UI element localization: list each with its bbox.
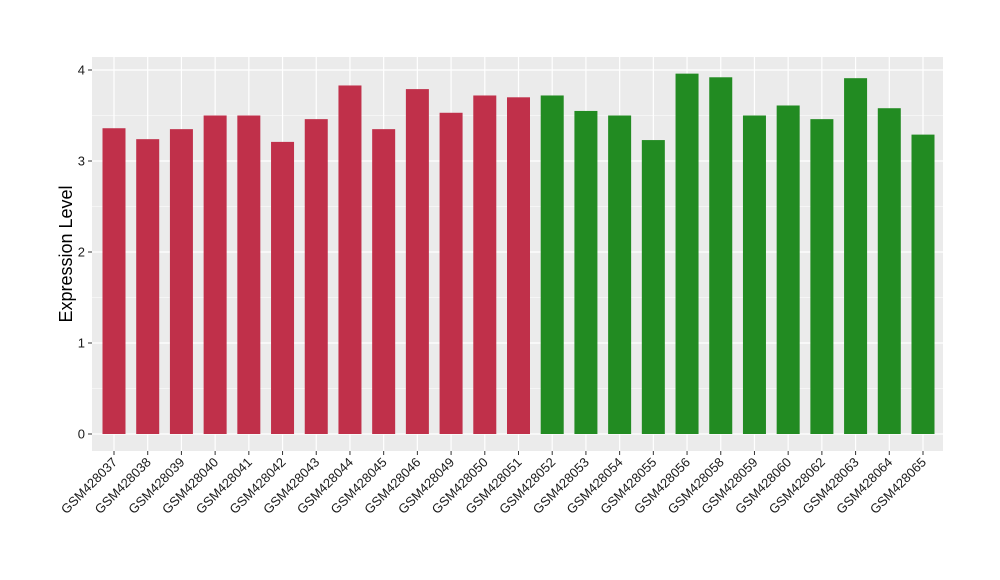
bar: [709, 77, 733, 434]
bar: [372, 129, 396, 434]
y-tick-label: 4: [78, 63, 85, 78]
y-tick-label: 2: [78, 245, 85, 260]
y-tick-label: 1: [78, 336, 85, 351]
y-axis: 0 1 2 3 4: [78, 63, 92, 442]
bar: [776, 105, 800, 435]
bar: [405, 89, 429, 435]
bar: [911, 134, 935, 435]
bar: [507, 97, 530, 435]
bar: [675, 73, 699, 434]
bar: [169, 129, 193, 434]
bar: [439, 112, 463, 435]
bar: [608, 115, 632, 434]
bar: [742, 115, 766, 434]
y-tick-label: 0: [78, 427, 85, 442]
bar: [574, 110, 598, 434]
bar: [877, 108, 901, 434]
bars: [102, 73, 935, 435]
bar: [844, 78, 868, 434]
bar: [271, 141, 295, 434]
bar: [338, 85, 362, 434]
bar: [237, 115, 261, 434]
y-axis-title: Expression Level: [56, 185, 76, 322]
bar: [473, 95, 497, 434]
y-tick-label: 3: [78, 154, 85, 169]
bar: [136, 139, 160, 434]
bar: [540, 95, 564, 434]
bar: [304, 119, 328, 434]
bar: [641, 140, 665, 434]
bar: [203, 115, 227, 434]
x-axis: GSM428037GSM428038GSM428039GSM428040GSM4…: [58, 451, 929, 517]
bar: [810, 119, 834, 434]
bar: [102, 128, 126, 435]
